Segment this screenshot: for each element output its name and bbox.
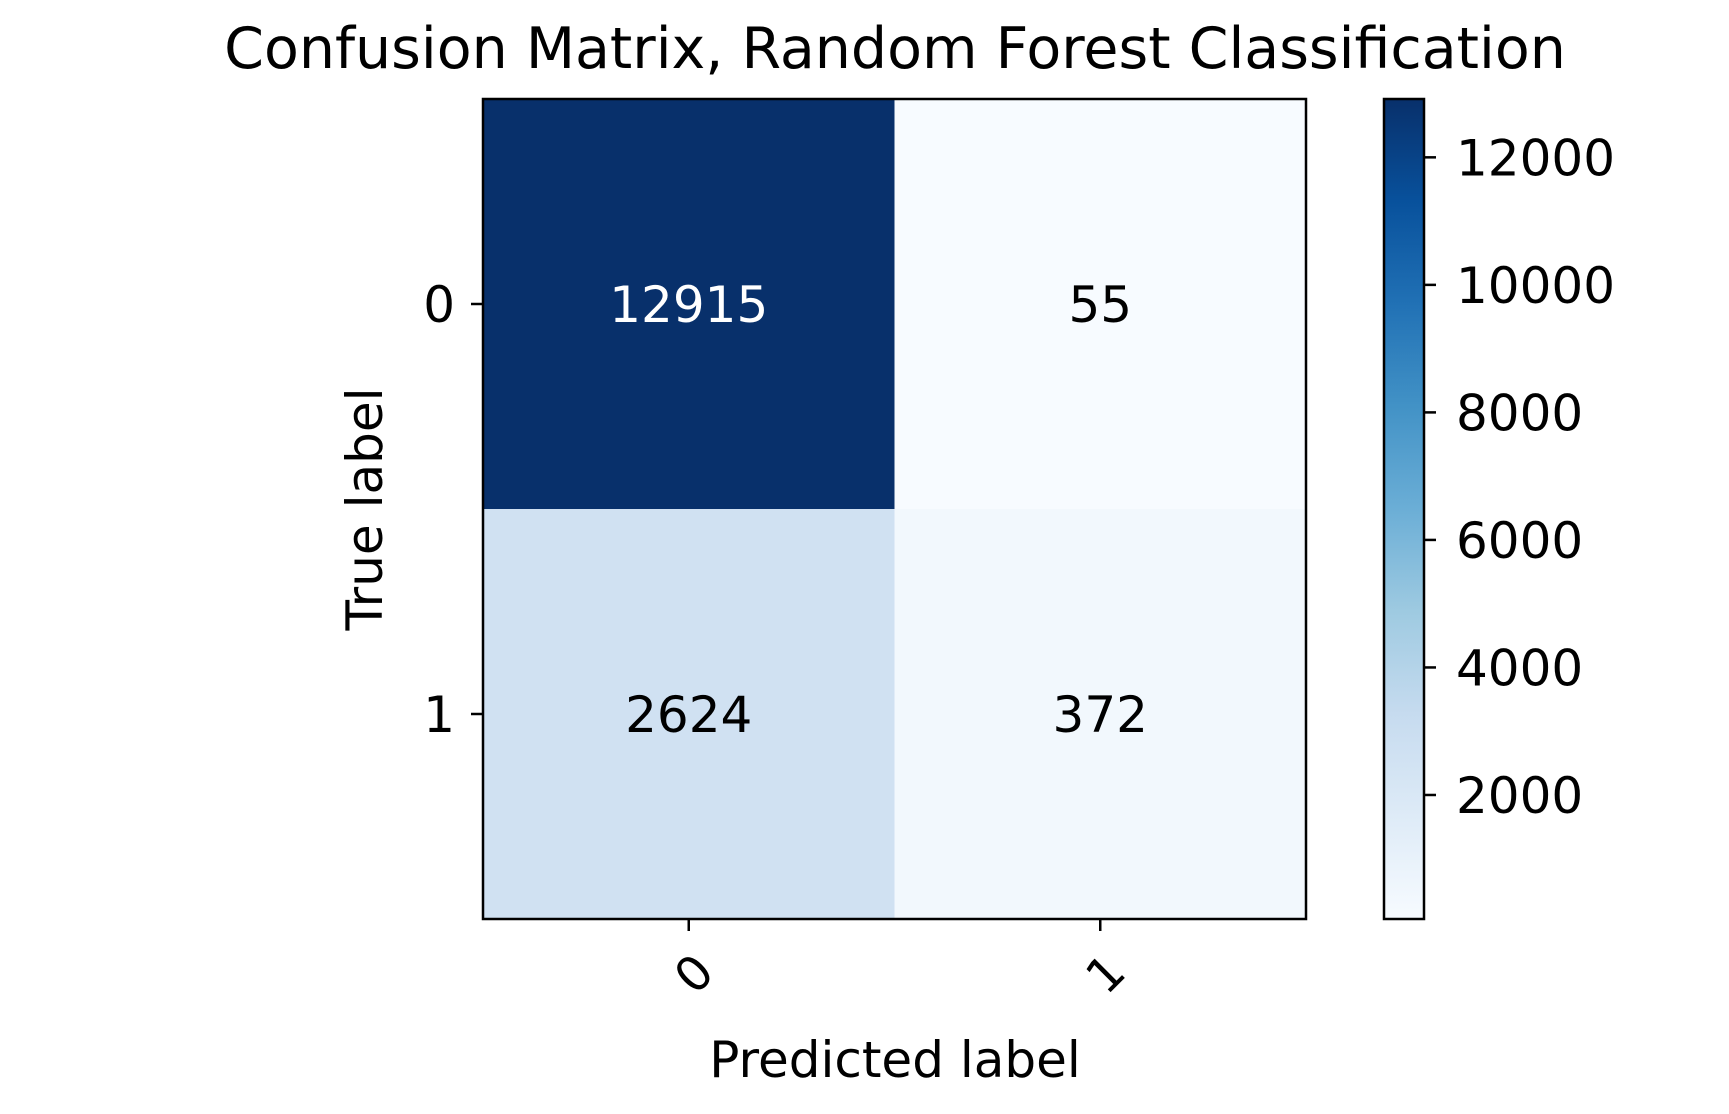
colorbar-tick-label-3: 8000 — [1456, 384, 1583, 442]
plot-frame — [481, 97, 1308, 921]
colorbar-ticks: 2000 4000 6000 8000 10000 12000 — [1424, 129, 1615, 825]
cell-value-0-0: 12915 — [609, 276, 768, 334]
y-axis-ticks: 01 — [423, 276, 483, 744]
x-tick-label-0: 0 — [664, 944, 725, 1005]
heatmap-cell-1-0 — [483, 509, 895, 920]
chart-title: Confusion Matrix, Random Forest Classifi… — [224, 16, 1566, 82]
colorbar-tick-label-4: 10000 — [1456, 257, 1615, 315]
x-tick-label-1: 1 — [1075, 944, 1136, 1005]
x-axis-label: Predicted label — [709, 1031, 1081, 1089]
colorbar — [1382, 97, 1426, 921]
heatmap-cell-labels: 12915 55 2624 372 — [609, 276, 1148, 744]
cell-value-1-0: 2624 — [625, 686, 752, 744]
colorbar-tick-label-5: 12000 — [1456, 129, 1615, 187]
heatmap-cell-1-1 — [894, 509, 1307, 920]
y-axis-label: True label — [336, 387, 394, 631]
heatmap-cell-0-1 — [894, 99, 1307, 510]
heatmap-cells — [483, 99, 1307, 920]
colorbar-tick-label-0: 2000 — [1456, 767, 1583, 825]
colorbar-tick-label-1: 4000 — [1456, 639, 1583, 697]
y-tick-label-0: 0 — [423, 276, 455, 334]
cell-value-0-1: 55 — [1068, 276, 1132, 334]
colorbar-tick-label-2: 6000 — [1456, 512, 1583, 570]
cell-value-1-1: 372 — [1053, 686, 1148, 744]
y-tick-label-1: 1 — [423, 686, 455, 744]
heatmap-cell-0-0 — [483, 99, 895, 510]
